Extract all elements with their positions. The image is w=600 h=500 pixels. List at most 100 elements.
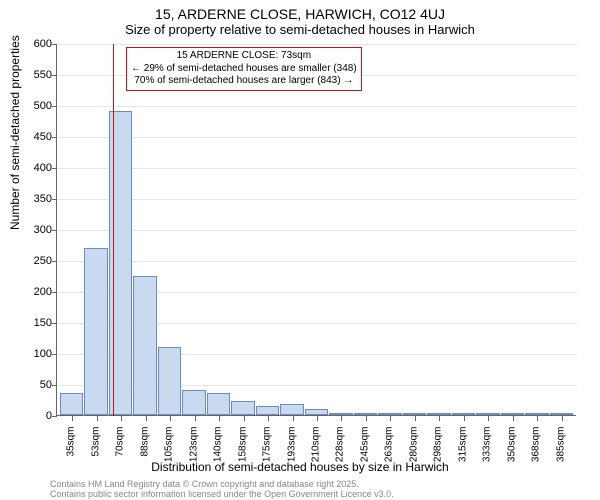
- ytick-mark: [52, 261, 57, 262]
- histogram-bar: [256, 406, 279, 415]
- gridline: [57, 230, 577, 231]
- xtick-label: 228sqm: [335, 427, 346, 473]
- ytick-mark: [52, 44, 57, 45]
- xtick-label: 245sqm: [359, 427, 370, 473]
- xtick-mark: [219, 416, 220, 421]
- xtick-label: 315sqm: [457, 427, 468, 473]
- ytick-label: 200: [22, 286, 52, 298]
- histogram-bar: [525, 413, 548, 415]
- histogram-bar: [207, 393, 230, 415]
- xtick-label: 385sqm: [555, 427, 566, 473]
- xtick-label: 123sqm: [188, 427, 199, 473]
- gridline: [57, 261, 577, 262]
- xtick-label: 368sqm: [531, 427, 542, 473]
- ytick-label: 400: [22, 162, 52, 174]
- xtick-label: 175sqm: [262, 427, 273, 473]
- gridline: [57, 106, 577, 107]
- callout-line2: ← 29% of semi-detached houses are smalle…: [131, 63, 357, 76]
- histogram-bar: [329, 413, 352, 415]
- gridline: [57, 168, 577, 169]
- callout-line3: 70% of semi-detached houses are larger (…: [131, 75, 357, 88]
- xtick-label: 193sqm: [286, 427, 297, 473]
- subject-callout: 15 ARDERNE CLOSE: 73sqm ← 29% of semi-de…: [126, 47, 362, 91]
- ytick-mark: [52, 230, 57, 231]
- xtick-label: 88sqm: [139, 427, 150, 473]
- ytick-mark: [52, 292, 57, 293]
- page-subtitle: Size of property relative to semi-detach…: [0, 22, 600, 41]
- ytick-label: 500: [22, 100, 52, 112]
- plot-surface: [56, 44, 576, 416]
- histogram-bar: [452, 413, 475, 415]
- subject-marker-line: [113, 44, 114, 416]
- xtick-label: 263sqm: [384, 427, 395, 473]
- xtick-label: 350sqm: [506, 427, 517, 473]
- histogram-bar: [280, 404, 303, 415]
- ytick-mark: [52, 416, 57, 417]
- histogram-bar: [133, 276, 156, 416]
- histogram-bar: [305, 409, 328, 415]
- xtick-mark: [195, 416, 196, 421]
- xtick-mark: [390, 416, 391, 421]
- xtick-label: 210sqm: [311, 427, 322, 473]
- ytick-mark: [52, 323, 57, 324]
- ytick-label: 50: [22, 379, 52, 391]
- gridline: [57, 137, 577, 138]
- histogram-bar: [550, 413, 573, 415]
- histogram-bar: [354, 413, 377, 415]
- histogram-bar: [158, 347, 181, 415]
- ytick-label: 600: [22, 38, 52, 50]
- footer-line2: Contains public sector information licen…: [50, 490, 394, 500]
- histogram-bar: [501, 413, 524, 415]
- page-title: 15, ARDERNE CLOSE, HARWICH, CO12 4UJ: [0, 0, 600, 22]
- ytick-label: 350: [22, 193, 52, 205]
- xtick-mark: [72, 416, 73, 421]
- xtick-mark: [415, 416, 416, 421]
- xtick-label: 140sqm: [213, 427, 224, 473]
- y-axis-label: Number of semi-detached properties: [8, 35, 22, 230]
- histogram-bar: [60, 393, 83, 415]
- gridline: [57, 44, 577, 45]
- xtick-mark: [170, 416, 171, 421]
- xtick-label: 280sqm: [408, 427, 419, 473]
- callout-line1: 15 ARDERNE CLOSE: 73sqm: [131, 50, 357, 63]
- xtick-mark: [293, 416, 294, 421]
- xtick-label: 158sqm: [237, 427, 248, 473]
- ytick-mark: [52, 168, 57, 169]
- chart-container: 15, ARDERNE CLOSE, HARWICH, CO12 4UJ Siz…: [0, 0, 600, 500]
- xtick-label: 333sqm: [482, 427, 493, 473]
- ytick-mark: [52, 354, 57, 355]
- xtick-mark: [244, 416, 245, 421]
- xtick-label: 53sqm: [90, 427, 101, 473]
- xtick-mark: [366, 416, 367, 421]
- xtick-mark: [268, 416, 269, 421]
- xtick-mark: [97, 416, 98, 421]
- histogram-bar: [427, 413, 450, 415]
- histogram-bar: [378, 413, 401, 415]
- xtick-mark: [464, 416, 465, 421]
- ytick-label: 100: [22, 348, 52, 360]
- histogram-bar: [403, 413, 426, 415]
- xtick-label: 105sqm: [164, 427, 175, 473]
- footer-attribution: Contains HM Land Registry data © Crown c…: [50, 480, 394, 500]
- ytick-mark: [52, 385, 57, 386]
- xtick-mark: [439, 416, 440, 421]
- plot-area: 15 ARDERNE CLOSE: 73sqm ← 29% of semi-de…: [56, 44, 576, 416]
- ytick-label: 450: [22, 131, 52, 143]
- ytick-mark: [52, 137, 57, 138]
- xtick-mark: [537, 416, 538, 421]
- xtick-mark: [121, 416, 122, 421]
- xtick-mark: [488, 416, 489, 421]
- xtick-mark: [513, 416, 514, 421]
- histogram-bar: [84, 248, 107, 415]
- histogram-bar: [231, 401, 254, 415]
- xtick-mark: [146, 416, 147, 421]
- ytick-label: 250: [22, 255, 52, 267]
- ytick-label: 150: [22, 317, 52, 329]
- gridline: [57, 199, 577, 200]
- histogram-bar: [476, 413, 499, 415]
- histogram-bar: [182, 390, 205, 415]
- ytick-mark: [52, 106, 57, 107]
- ytick-label: 550: [22, 69, 52, 81]
- ytick-label: 0: [22, 410, 52, 422]
- ytick-mark: [52, 75, 57, 76]
